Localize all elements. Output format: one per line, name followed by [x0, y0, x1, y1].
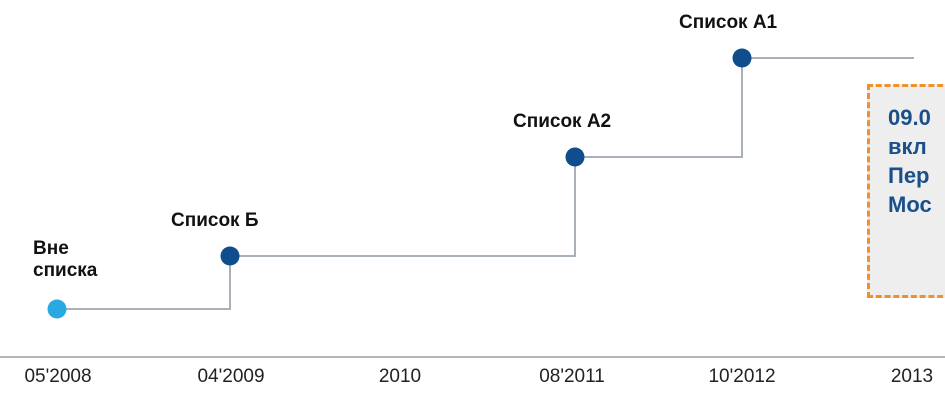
stage-point-a2: [565, 147, 585, 167]
stage-point-out: [47, 299, 67, 319]
progress-step-line: [57, 57, 914, 310]
stage-label-a2: Список А2: [513, 111, 612, 132]
axis-tick-label: 2010: [378, 366, 422, 387]
stage-label-a1: Список А1: [679, 12, 778, 33]
axis-tick-label: 10'2012: [708, 366, 776, 387]
stage-point-a1: [732, 48, 752, 68]
note-callout: 09.0 вкл Пер Мос: [867, 84, 945, 298]
stage-point-b: [220, 246, 240, 266]
stage-label-out: Вне списка: [33, 238, 98, 281]
axis-tick-label: 05'2008: [24, 366, 92, 387]
axis-tick-label: 04'2009: [197, 366, 265, 387]
axis-tick-label: 2013: [890, 366, 934, 387]
stage-label-b: Список Б: [171, 210, 259, 231]
note-text: 09.0 вкл Пер Мос: [888, 105, 932, 217]
axis-tick-label: 08'2011: [539, 366, 605, 387]
